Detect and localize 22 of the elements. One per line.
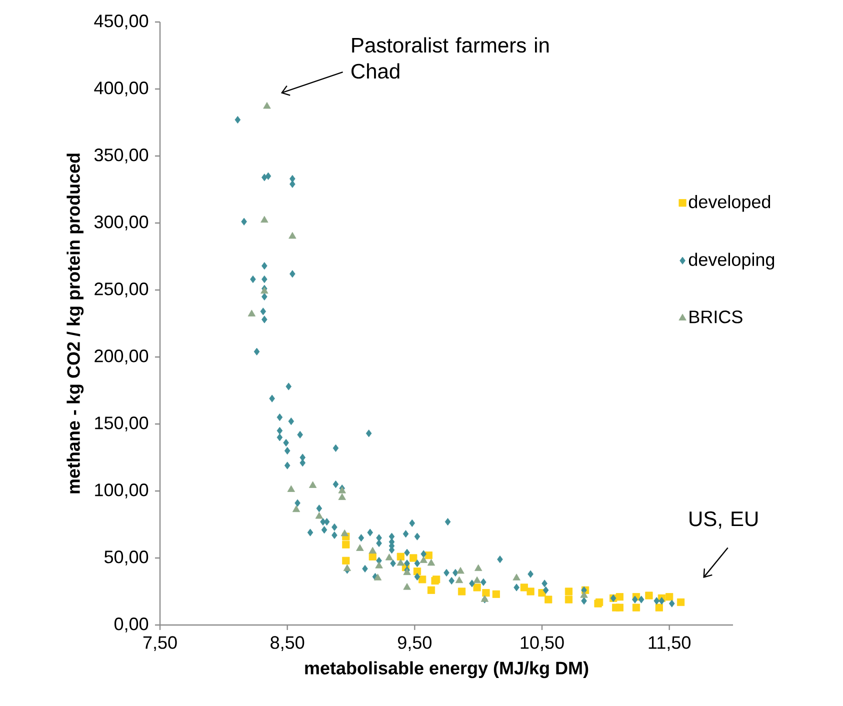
legend-label: BRICS [690,310,742,324]
y-tick-label: 100,00 [95,484,148,498]
y-tick-label: 0,00 [114,618,148,632]
x-tick-label: 11,50 [648,636,690,652]
legend-label: developed [688,195,770,212]
annotation: US, EU [690,511,758,529]
legend-label: developing [688,252,774,270]
y-axis-title: methane - kg CO2 / kg protein produced [66,154,84,494]
annotation: Pastoralist farmers in Chad [352,37,549,79]
y-tick-label: 250,00 [94,282,148,298]
x-tick-label: 8,50 [270,636,304,652]
x-tick-label: 7,50 [143,636,177,652]
x-axis-title: metabolisable energy (MJ/kg DM) [305,661,588,678]
x-tick-label: 9,50 [398,636,432,652]
y-tick-label: 150,00 [95,416,148,432]
y-tick-label: 300,00 [94,216,148,230]
y-tick-label: 50,00 [104,550,148,566]
y-tick-label: 450,00 [94,14,148,30]
y-tick-label: 400,00 [94,82,148,96]
x-tick-label: 10,50 [520,636,564,652]
y-tick-label: 350,00 [94,148,148,164]
y-tick-label: 200,00 [94,350,148,364]
